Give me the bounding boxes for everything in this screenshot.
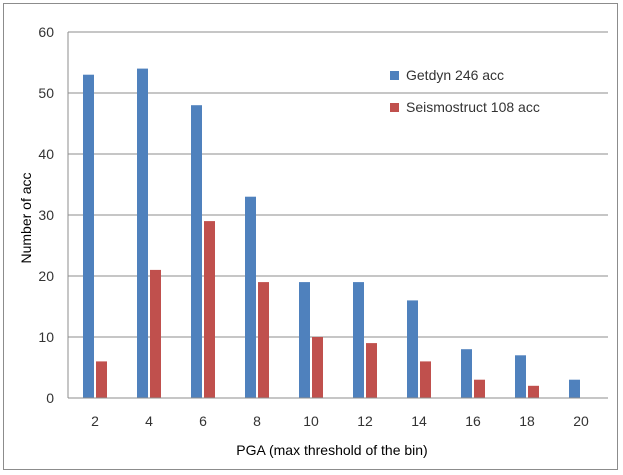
bar-getdyn-12: [353, 282, 364, 398]
bar-getdyn-18: [515, 355, 526, 398]
bar-seismostruct-16: [474, 379, 485, 398]
bar-seismostruct-2: [96, 361, 107, 398]
bar-seismostruct-18: [528, 385, 539, 398]
y-tick-label: 20: [38, 268, 54, 284]
bar-getdyn-8: [245, 196, 256, 398]
bar-seismostruct-4: [150, 269, 161, 398]
bar-getdyn-14: [407, 300, 418, 398]
bar-getdyn-20: [569, 379, 580, 398]
bar-seismostruct-14: [420, 361, 431, 398]
x-tick-label: 8: [253, 413, 261, 429]
y-tick-label: 30: [38, 207, 54, 223]
bar-getdyn-6: [191, 105, 202, 398]
bar-getdyn-4: [137, 68, 148, 398]
y-axis-title: Number of acc: [18, 172, 34, 263]
x-tick-label: 20: [573, 413, 589, 429]
y-tick-labels: 0 10 20 30 40 50 60: [38, 24, 54, 406]
y-tick-label: 10: [38, 329, 54, 345]
y-tick-label: 0: [46, 390, 54, 406]
x-tick-label: 12: [357, 413, 373, 429]
x-tick-label: 4: [145, 413, 153, 429]
x-tick-label: 10: [303, 413, 319, 429]
axes: [67, 32, 608, 399]
bar-seismostruct-6: [204, 221, 215, 398]
bar-seismostruct-12: [366, 343, 377, 398]
x-tick-labels: 2 4 6 8 10 12 14 16 18 20: [91, 413, 589, 429]
y-tick-label: 50: [38, 85, 54, 101]
legend: Getdyn 246 acc Seismostruct 108 acc: [390, 67, 540, 115]
gridlines: [68, 31, 608, 338]
bars: [83, 68, 580, 398]
x-tick-label: 6: [199, 413, 207, 429]
x-tick-label: 18: [519, 413, 535, 429]
bar-getdyn-16: [461, 349, 472, 398]
legend-label: Getdyn 246 acc: [406, 67, 504, 83]
bar-seismostruct-8: [258, 282, 269, 398]
y-tick-label: 60: [38, 24, 54, 40]
legend-swatch: [390, 71, 399, 80]
legend-swatch: [390, 103, 399, 112]
y-tick-label: 40: [38, 146, 54, 162]
x-tick-label: 16: [465, 413, 481, 429]
x-axis-title: PGA (max threshold of the bin): [236, 442, 427, 458]
bar-getdyn-10: [299, 282, 310, 398]
x-tick-label: 2: [91, 413, 99, 429]
x-tick-label: 14: [411, 413, 427, 429]
bar-getdyn-2: [83, 74, 94, 398]
legend-label: Seismostruct 108 acc: [406, 99, 540, 115]
bar-seismostruct-10: [312, 337, 323, 398]
